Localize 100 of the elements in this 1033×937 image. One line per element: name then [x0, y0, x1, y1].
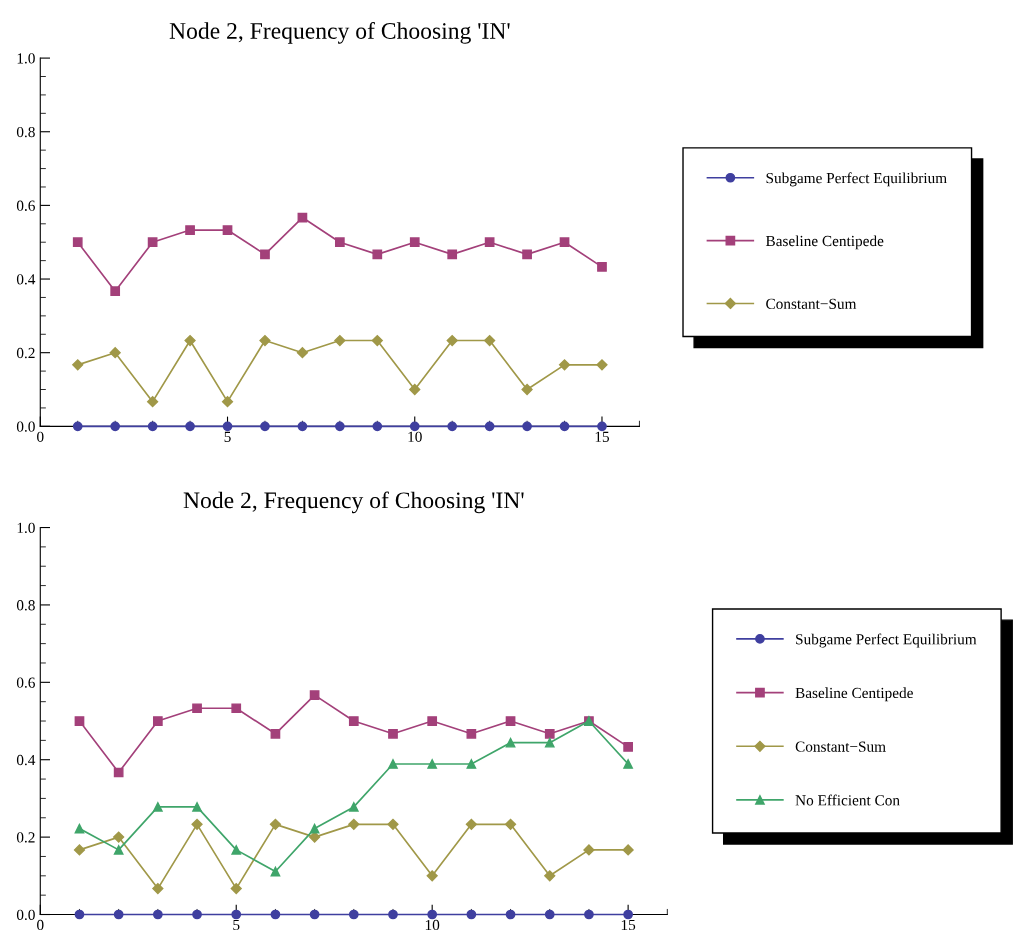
point — [505, 737, 516, 748]
point — [446, 334, 458, 347]
point — [191, 818, 203, 830]
point — [559, 421, 570, 432]
point — [623, 759, 633, 769]
point — [231, 845, 242, 855]
point — [72, 421, 83, 432]
point — [185, 225, 195, 235]
point — [152, 909, 163, 920]
point — [296, 347, 309, 359]
point — [597, 421, 607, 432]
point — [427, 716, 438, 726]
point — [230, 882, 242, 895]
point — [152, 716, 163, 726]
point — [260, 421, 270, 432]
point — [74, 909, 85, 920]
point — [74, 716, 85, 726]
point — [73, 844, 86, 856]
point — [152, 802, 163, 812]
point — [372, 421, 383, 432]
point — [113, 845, 124, 855]
point — [409, 237, 420, 248]
point — [466, 759, 477, 769]
point — [309, 823, 320, 834]
point — [192, 703, 202, 714]
point — [484, 334, 496, 347]
y-tick-label: 0.2 — [16, 832, 35, 843]
point — [388, 909, 398, 920]
point — [309, 690, 320, 700]
point — [348, 818, 360, 830]
point — [596, 359, 608, 371]
point — [109, 347, 121, 359]
y-tick-label: 1.0 — [17, 53, 35, 64]
y-tick-label: 0.0 — [16, 421, 35, 432]
y-tick-label: 0.6 — [16, 200, 35, 211]
chart-title: Node 2, Frequency of Choosing 'IN' — [183, 491, 524, 514]
x-tick-label: 10 — [408, 431, 422, 442]
point — [260, 249, 270, 260]
legend-label: Subgame Perfect Equilibrium — [796, 633, 977, 648]
point — [426, 870, 438, 882]
point — [484, 421, 495, 432]
point — [147, 237, 158, 248]
point — [152, 882, 164, 895]
point — [522, 421, 532, 432]
y-tick-label: 1.0 — [17, 522, 35, 534]
point — [409, 383, 421, 396]
point — [348, 802, 359, 812]
point — [559, 237, 570, 248]
point — [427, 909, 438, 920]
point — [504, 818, 517, 830]
point — [185, 421, 195, 432]
legend-label: Baseline Centipede — [765, 235, 884, 250]
point — [270, 728, 281, 739]
y-tick-label: 0.8 — [16, 126, 35, 138]
point — [522, 249, 532, 260]
chart-title: Node 2, Frequency of Choosing 'IN' — [169, 22, 510, 44]
point — [544, 870, 556, 882]
point — [309, 909, 320, 920]
point — [597, 262, 607, 272]
point — [334, 421, 345, 432]
y-tick-label: 0.4 — [16, 754, 36, 766]
point — [269, 818, 282, 830]
x-tick-label: 5 — [233, 919, 240, 931]
point — [110, 286, 121, 297]
point — [270, 909, 281, 920]
point — [221, 396, 234, 408]
x-tick-label: 0 — [37, 431, 44, 442]
point — [222, 225, 233, 235]
point — [388, 759, 398, 769]
point — [623, 909, 633, 920]
legend-label: Subgame Perfect Equilibrium — [766, 172, 947, 187]
point — [622, 844, 634, 856]
legend-label: No Efficient Con — [795, 794, 900, 806]
point — [521, 383, 533, 396]
legend-label: Constant−Sum — [795, 741, 886, 752]
point — [192, 909, 202, 920]
point — [388, 728, 398, 739]
point — [544, 728, 555, 739]
point — [259, 334, 271, 347]
point — [466, 728, 477, 739]
point — [192, 802, 202, 812]
point — [72, 359, 84, 371]
point — [113, 831, 125, 843]
point — [544, 737, 555, 748]
point — [447, 249, 458, 260]
x-tick-label: 15 — [621, 919, 636, 931]
point — [583, 844, 595, 856]
point — [505, 909, 516, 920]
y-tick-label: 0.4 — [16, 274, 36, 285]
point — [558, 359, 571, 371]
legend-label: Constant−Sum — [766, 298, 857, 309]
point — [147, 396, 159, 408]
point — [484, 237, 495, 248]
point — [184, 334, 196, 347]
point — [348, 909, 359, 920]
point — [74, 823, 85, 834]
point — [372, 249, 383, 260]
y-tick-label: 0.6 — [16, 677, 35, 688]
point — [409, 421, 420, 432]
point — [623, 742, 633, 752]
